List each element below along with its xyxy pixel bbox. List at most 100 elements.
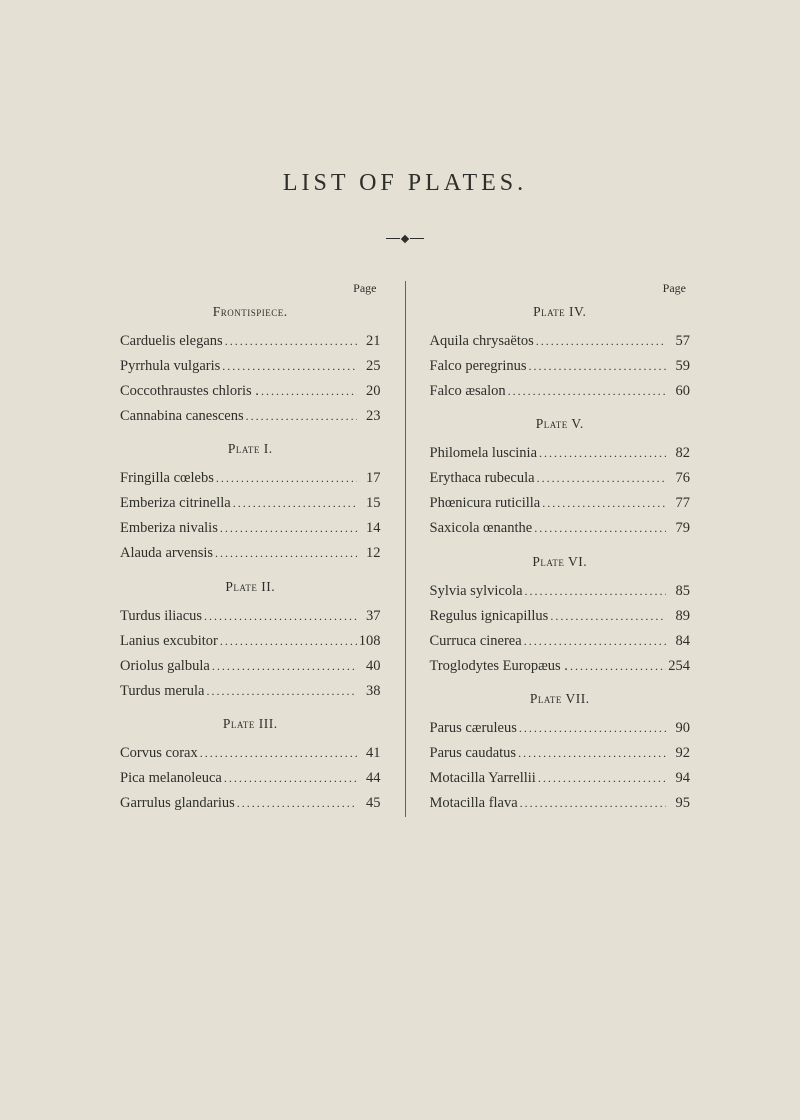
toc-entry: Emberiza citrinella 15 bbox=[120, 492, 381, 514]
leader-dots bbox=[568, 657, 666, 676]
toc-entry: Motacilla flava 95 bbox=[430, 792, 691, 814]
leader-dots bbox=[536, 769, 666, 788]
entry-page-number: 25 bbox=[357, 355, 381, 377]
entry-page-number: 84 bbox=[666, 630, 690, 652]
toc-entry: Falco peregrinus 59 bbox=[430, 355, 691, 377]
column-divider bbox=[405, 281, 406, 817]
toc-entry: Sylvia sylvicola 85 bbox=[430, 580, 691, 602]
toc-entry: Corvus corax 41 bbox=[120, 742, 381, 764]
section-heading: Plate V. bbox=[430, 416, 691, 432]
entry-label: Aquila chrysaëtos bbox=[430, 330, 534, 352]
leader-dots bbox=[210, 657, 357, 676]
section-heading: Plate II. bbox=[120, 579, 381, 595]
entry-page-number: 12 bbox=[357, 542, 381, 564]
page-title: LIST OF PLATES. bbox=[120, 170, 690, 197]
entry-label: Regulus ignicapillus bbox=[430, 605, 549, 627]
columns-container: Page Frontispiece.Carduelis elegans21Pyr… bbox=[120, 281, 690, 817]
entry-label: Parus cæruleus bbox=[430, 717, 517, 739]
leader-dots bbox=[522, 632, 666, 651]
leader-dots bbox=[222, 769, 357, 788]
entry-page-number: 41 bbox=[357, 742, 381, 764]
entry-label: Sylvia sylvicola bbox=[430, 580, 523, 602]
entry-page-number: 82 bbox=[666, 442, 690, 464]
entry-label: Saxicola œnanthe bbox=[430, 517, 533, 539]
toc-entry: Troglodytes Europæus .254 bbox=[430, 655, 691, 677]
entry-page-number: 95 bbox=[666, 792, 690, 814]
entry-page-number: 60 bbox=[666, 380, 690, 402]
leader-dots bbox=[244, 407, 357, 426]
section-heading: Plate VII. bbox=[430, 691, 691, 707]
leader-dots bbox=[516, 744, 666, 763]
toc-entry: Fringilla cœlebs 17 bbox=[120, 467, 381, 489]
toc-entry: Turdus merula38 bbox=[120, 680, 381, 702]
page-header-left: Page bbox=[120, 281, 381, 296]
entry-page-number: 23 bbox=[357, 405, 381, 427]
entry-label: Carduelis elegans bbox=[120, 330, 223, 352]
entry-page-number: 59 bbox=[666, 355, 690, 377]
toc-entry: Aquila chrysaëtos57 bbox=[430, 330, 691, 352]
toc-entry: Emberiza nivalis14 bbox=[120, 517, 381, 539]
entry-page-number: 37 bbox=[357, 605, 381, 627]
entry-page-number: 15 bbox=[357, 492, 381, 514]
section-heading: Plate IV. bbox=[430, 304, 691, 320]
entry-page-number: 92 bbox=[666, 742, 690, 764]
leader-dots bbox=[540, 494, 666, 513]
entry-label: Oriolus galbula bbox=[120, 655, 210, 677]
entry-page-number: 76 bbox=[666, 467, 690, 489]
entry-page-number: 17 bbox=[357, 467, 381, 489]
leader-dots bbox=[223, 332, 357, 351]
left-column: Page Frontispiece.Carduelis elegans21Pyr… bbox=[120, 281, 381, 817]
entry-label: Parus caudatus bbox=[430, 742, 517, 764]
entry-label: Turdus merula bbox=[120, 680, 204, 702]
leader-dots bbox=[259, 382, 357, 401]
leader-dots bbox=[218, 632, 357, 651]
entry-label: Corvus corax bbox=[120, 742, 198, 764]
toc-entry: Alauda arvensis 12 bbox=[120, 542, 381, 564]
leader-dots bbox=[204, 682, 356, 701]
entry-page-number: 20 bbox=[357, 380, 381, 402]
toc-entry: Motacilla Yarrellii 94 bbox=[430, 767, 691, 789]
leader-dots bbox=[532, 519, 666, 538]
entry-label: Philomela luscinia bbox=[430, 442, 538, 464]
entry-page-number: 40 bbox=[357, 655, 381, 677]
entry-label: Falco æsalon bbox=[430, 380, 506, 402]
entry-label: Turdus iliacus bbox=[120, 605, 202, 627]
entry-page-number: 85 bbox=[666, 580, 690, 602]
entry-page-number: 108 bbox=[357, 630, 381, 652]
entry-label: Pica melanoleuca bbox=[120, 767, 222, 789]
entry-label: Emberiza citrinella bbox=[120, 492, 231, 514]
toc-entry: Erythaca rubecula 76 bbox=[430, 467, 691, 489]
entry-page-number: 45 bbox=[357, 792, 381, 814]
entry-label: Coccothraustes chloris . bbox=[120, 380, 259, 402]
ornament-divider bbox=[120, 231, 690, 247]
page-header-right: Page bbox=[430, 281, 691, 296]
leader-dots bbox=[548, 607, 666, 626]
entry-label: Fringilla cœlebs bbox=[120, 467, 214, 489]
toc-entry: Pica melanoleuca 44 bbox=[120, 767, 381, 789]
leader-dots bbox=[517, 719, 666, 738]
leader-dots bbox=[537, 444, 666, 463]
entry-page-number: 14 bbox=[357, 517, 381, 539]
section-heading: Plate III. bbox=[120, 716, 381, 732]
leader-dots bbox=[214, 469, 357, 488]
leader-dots bbox=[202, 607, 356, 626]
entry-label: Alauda arvensis bbox=[120, 542, 213, 564]
toc-entry: Pyrrhula vulgaris 25 bbox=[120, 355, 381, 377]
section-heading: Plate VI. bbox=[430, 554, 691, 570]
toc-entry: Philomela luscinia 82 bbox=[430, 442, 691, 464]
entry-page-number: 21 bbox=[357, 330, 381, 352]
entry-label: Erythaca rubecula bbox=[430, 467, 535, 489]
entry-label: Cannabina canescens bbox=[120, 405, 244, 427]
entry-label: Falco peregrinus bbox=[430, 355, 527, 377]
entry-label: Pyrrhula vulgaris bbox=[120, 355, 220, 377]
leader-dots bbox=[527, 357, 666, 376]
leader-dots bbox=[220, 357, 356, 376]
toc-entry: Garrulus glandarius45 bbox=[120, 792, 381, 814]
entry-label: Motacilla flava bbox=[430, 792, 518, 814]
entry-page-number: 94 bbox=[666, 767, 690, 789]
entry-label: Motacilla Yarrellii bbox=[430, 767, 536, 789]
entry-page-number: 44 bbox=[357, 767, 381, 789]
right-column-body: Plate IV. Aquila chrysaëtos57 Falco peregr… bbox=[430, 304, 691, 815]
entry-page-number: 77 bbox=[666, 492, 690, 514]
toc-entry: Parus cæruleus90 bbox=[430, 717, 691, 739]
